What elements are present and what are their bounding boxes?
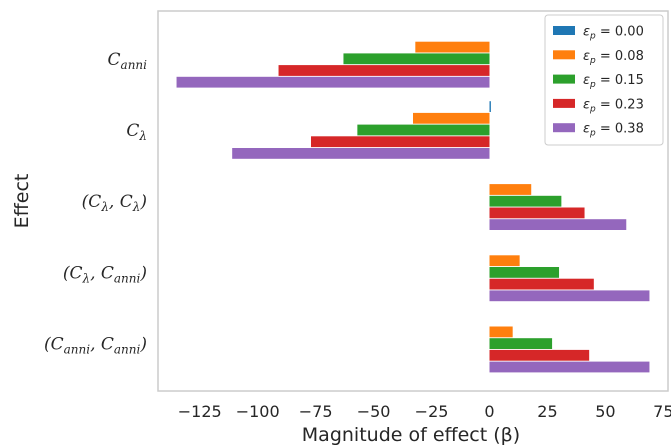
x-tick-label: −100 bbox=[236, 402, 280, 421]
bar bbox=[489, 278, 594, 290]
bar bbox=[232, 148, 490, 159]
bar bbox=[278, 65, 490, 76]
bar bbox=[489, 255, 520, 267]
x-tick-label: −25 bbox=[415, 402, 449, 421]
bar bbox=[413, 112, 490, 124]
x-tick-label: −50 bbox=[357, 402, 391, 421]
legend-entry: εp = 0.08 bbox=[583, 49, 644, 66]
bar bbox=[489, 184, 532, 195]
category-label: Canni bbox=[108, 50, 148, 72]
bar bbox=[489, 219, 627, 230]
bar bbox=[489, 195, 562, 207]
bar bbox=[415, 41, 490, 53]
x-tick-label: −75 bbox=[299, 402, 333, 421]
bar bbox=[489, 326, 513, 338]
bar bbox=[311, 136, 490, 148]
legend-swatch bbox=[553, 74, 575, 84]
category-label: (Cλ, Cλ) bbox=[82, 192, 147, 214]
category-labels-group: Canni Cλ (Cλ, Cλ) (Cλ, Canni) (Canni, Canni) bbox=[44, 50, 147, 357]
legend: εp = 0.00 εp = 0.08 εp = 0.15 εp = 0.23 εp =… bbox=[544, 14, 664, 146]
x-tick-label: −125 bbox=[178, 402, 222, 421]
legend-entry: εp = 0.15 bbox=[583, 73, 644, 90]
legend-swatch bbox=[553, 123, 575, 133]
x-ticks-group: −125 −100 −75 −50 −25 0 25 50 75 bbox=[178, 402, 671, 421]
bar bbox=[489, 267, 560, 278]
bar bbox=[489, 101, 491, 112]
x-tick-label: 0 bbox=[484, 402, 494, 421]
legend-entry: εp = 0.00 bbox=[583, 25, 644, 42]
x-tick-label: 25 bbox=[537, 402, 557, 421]
category-label: Cλ bbox=[126, 121, 147, 143]
x-tick-label: 75 bbox=[653, 402, 671, 421]
y-axis-title: Effect bbox=[11, 174, 33, 229]
x-axis-title: Magnitude of effect (β) bbox=[302, 424, 520, 446]
bar bbox=[489, 361, 650, 373]
legend-box bbox=[544, 14, 664, 146]
bar bbox=[489, 290, 650, 302]
legend-swatch bbox=[553, 98, 575, 108]
x-tick-label: 50 bbox=[595, 402, 615, 421]
bar bbox=[489, 349, 590, 361]
plot-frame bbox=[157, 10, 669, 392]
bar bbox=[489, 207, 585, 219]
category-label: (Canni, Canni) bbox=[44, 335, 147, 357]
legend-entry: εp = 0.38 bbox=[583, 122, 644, 139]
legend-entry: εp = 0.23 bbox=[583, 97, 644, 114]
bars-group bbox=[176, 41, 650, 373]
category-label: (Cλ, Canni) bbox=[63, 263, 147, 285]
bar bbox=[357, 124, 490, 136]
bar bbox=[489, 338, 553, 349]
bar bbox=[176, 76, 490, 88]
legend-swatch bbox=[553, 26, 575, 35]
legend-swatch bbox=[553, 50, 575, 60]
bar bbox=[343, 53, 490, 65]
